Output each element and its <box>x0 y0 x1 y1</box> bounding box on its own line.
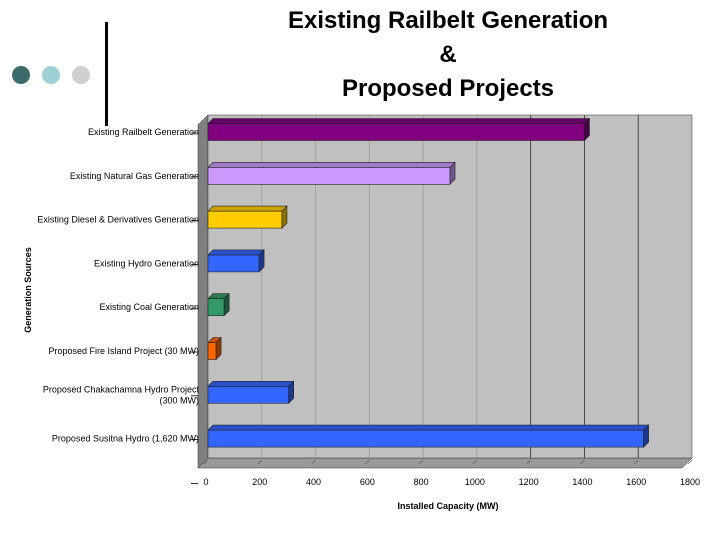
x-tick-mark <box>634 459 639 465</box>
category-label: (300 MW) <box>159 395 199 405</box>
y-axis-title: Generation Sources <box>23 247 33 333</box>
category-label: Existing Hydro Generation <box>94 258 199 268</box>
bar-top-0 <box>207 118 591 124</box>
bar-0 <box>207 123 585 141</box>
bar-7 <box>207 429 644 448</box>
bar-top-1 <box>207 162 456 168</box>
bar-top-6 <box>207 380 295 387</box>
bar-3 <box>207 254 260 273</box>
bar-5 <box>207 342 217 360</box>
x-tick-label: 1600 <box>626 477 646 487</box>
bar-6 <box>207 385 289 404</box>
x-tick-label: 1000 <box>465 477 485 487</box>
x-tick-label: 600 <box>360 477 375 487</box>
title-line-1: Existing Railbelt Generation <box>287 7 609 34</box>
bar-2 <box>207 210 283 229</box>
x-tick-mark <box>203 459 209 465</box>
bar-top-2 <box>207 205 288 212</box>
title-line-2: & <box>439 41 457 68</box>
x-tick-label: 1800 <box>680 477 700 487</box>
title-line-3: Proposed Projects <box>341 75 555 102</box>
x-tick-label: 800 <box>414 477 429 487</box>
bar-side-4 <box>223 292 230 317</box>
category-label: Existing Diesel & Derivatives Generation <box>37 215 199 225</box>
x-tick-mark <box>687 459 693 465</box>
bar-4 <box>207 298 225 317</box>
x-tick-mark <box>365 459 370 465</box>
bar-side-0 <box>584 117 590 142</box>
x-tick-label: 200 <box>252 477 267 487</box>
bar-side-5 <box>215 336 222 361</box>
bar-side-6 <box>288 380 294 405</box>
chart-side-wall <box>197 114 209 469</box>
bar-side-2 <box>281 205 288 229</box>
x-tick-mark <box>311 459 316 465</box>
x-tick-label: 400 <box>306 477 321 487</box>
category-label: Existing Natural Gas Generation <box>70 171 199 181</box>
bar-top-7 <box>207 424 650 431</box>
x-tick-mark <box>580 459 585 465</box>
x-tick-label: 0 <box>203 477 208 487</box>
category-label: Existing Railbelt Generation <box>88 127 199 137</box>
bar-side-7 <box>643 424 649 448</box>
x-tick-mark <box>418 459 424 465</box>
bar-1 <box>207 167 451 185</box>
category-label: Existing Coal Generation <box>99 302 199 312</box>
x-tick-label: 1400 <box>572 477 592 487</box>
x-tick-mark <box>257 459 262 465</box>
category-label: Proposed Chakachamna Hydro Project <box>43 384 200 394</box>
bar-top-3 <box>207 249 265 256</box>
decor-dot-teal <box>42 66 60 84</box>
category-label: Proposed Fire Island Project (30 MW) <box>48 346 199 356</box>
slide-title: Existing Railbelt Generation & Proposed … <box>238 4 658 106</box>
decor-vertical-rule <box>105 22 108 126</box>
x-axis-title: Installed Capacity (MW) <box>397 501 498 511</box>
decor-dot-gray <box>72 66 90 84</box>
decor-dot-dark <box>12 66 30 84</box>
bar-side-3 <box>258 249 265 273</box>
bar-side-1 <box>449 161 456 186</box>
category-label: Proposed Susitna Hydro (1,620 MW) <box>52 434 199 444</box>
x-tick-label: 1200 <box>519 477 539 487</box>
x-tick-mark <box>526 459 531 465</box>
x-tick-mark <box>472 459 478 465</box>
chart-floor <box>197 457 693 469</box>
